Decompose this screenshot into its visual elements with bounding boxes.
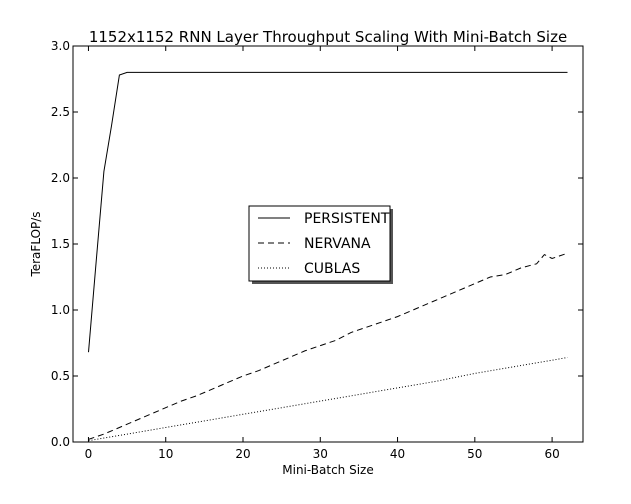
y-tick-label: 0.5 bbox=[51, 369, 70, 383]
y-tick-label: 2.0 bbox=[51, 171, 70, 185]
x-tick-label: 60 bbox=[544, 447, 559, 461]
legend-label-nervana: NERVANA bbox=[304, 236, 371, 252]
y-tick-label: 1.0 bbox=[51, 303, 70, 317]
y-tick-label: 3.0 bbox=[51, 39, 70, 53]
y-axis-label: TeraFLOP/s bbox=[29, 211, 43, 277]
x-tick-label: 40 bbox=[390, 447, 405, 461]
series-line-persistent bbox=[88, 71, 568, 353]
series-line-nervana bbox=[88, 252, 568, 440]
chart-title: 1152x1152 RNN Layer Throughput Scaling W… bbox=[89, 28, 567, 46]
x-tick-label: 20 bbox=[235, 447, 250, 461]
x-tick-label: 0 bbox=[85, 447, 93, 461]
legend: PERSISTENT NERVANA CUBLAS bbox=[248, 205, 393, 284]
x-axis-label: Mini-Batch Size bbox=[282, 463, 373, 477]
x-tick-label: 30 bbox=[313, 447, 328, 461]
series-line-cublas bbox=[88, 357, 568, 442]
x-tick-label: 50 bbox=[467, 447, 482, 461]
tick-layer: 0 10 20 30 40 50 60 0.0 0.5 1.0 1.5 2.0 2.5 3.0 bbox=[51, 39, 583, 461]
y-tick-label: 0.0 bbox=[51, 435, 70, 449]
y-tick-label: 1.5 bbox=[51, 237, 70, 251]
x-tick-label: 10 bbox=[158, 447, 173, 461]
y-tick-label: 2.5 bbox=[51, 105, 70, 119]
legend-label-persistent: PERSISTENT bbox=[304, 211, 390, 227]
series-layer bbox=[88, 71, 568, 442]
legend-label-cublas: CUBLAS bbox=[304, 261, 360, 277]
